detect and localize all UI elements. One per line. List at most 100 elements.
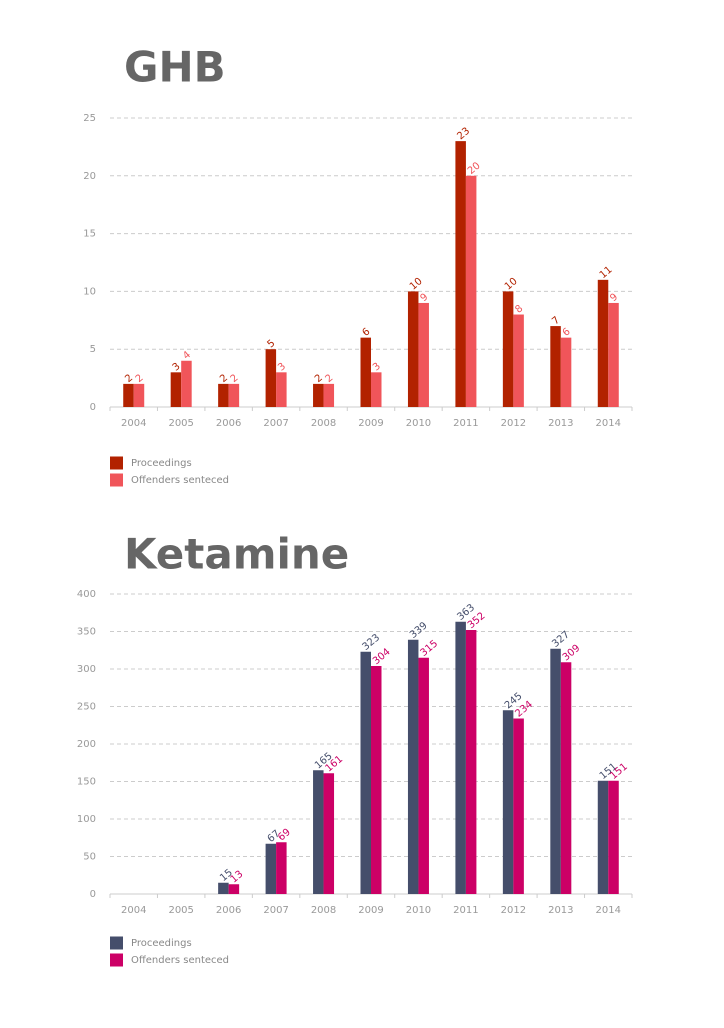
legend-swatch	[110, 456, 123, 470]
y-tick-label: 100	[77, 814, 96, 825]
x-tick-label: 2005	[168, 418, 193, 429]
value-label: 304	[371, 646, 393, 667]
value-label: 11	[598, 264, 615, 281]
value-label: 2	[134, 373, 146, 386]
value-label: 3	[276, 361, 288, 374]
bar	[597, 279, 609, 407]
value-label: 6	[360, 326, 372, 339]
chart-title: GHB	[124, 43, 226, 92]
value-label: 10	[503, 276, 520, 293]
value-label: 20	[466, 160, 483, 177]
bar	[597, 780, 609, 894]
bar	[455, 621, 466, 894]
x-tick-label: 2013	[548, 905, 573, 916]
x-tick-label: 2010	[406, 418, 431, 429]
x-tick-label: 2008	[311, 905, 336, 916]
y-tick-label: 20	[83, 171, 96, 182]
bar	[228, 884, 240, 894]
y-tick-label: 0	[90, 889, 96, 900]
bar	[513, 718, 524, 894]
legend-swatch	[110, 953, 123, 967]
x-tick-label: 2012	[501, 905, 526, 916]
x-tick-label: 2011	[453, 905, 478, 916]
bar	[133, 383, 145, 407]
x-tick-label: 2009	[358, 905, 383, 916]
legend-swatch	[110, 936, 123, 950]
bar	[371, 666, 382, 894]
value-label: 339	[408, 620, 430, 641]
bar	[418, 657, 429, 894]
y-tick-label: 50	[83, 852, 96, 863]
x-tick-label: 2014	[596, 418, 621, 429]
x-tick-label: 2005	[168, 905, 193, 916]
bar	[560, 662, 572, 894]
bar	[465, 175, 477, 407]
value-label: 8	[513, 303, 525, 316]
bar	[170, 372, 182, 407]
x-tick-label: 2007	[263, 905, 288, 916]
value-label: 3	[371, 361, 383, 374]
bar	[323, 773, 335, 894]
legend-label: Proceedings	[131, 938, 192, 949]
legend-label: Offenders senteced	[131, 955, 229, 966]
value-label: 3	[171, 361, 183, 374]
value-label: 2	[324, 373, 336, 386]
bar	[360, 651, 371, 894]
value-label: 7	[550, 315, 562, 328]
legend-label: Offenders senteced	[131, 475, 229, 486]
value-label: 23	[455, 126, 472, 143]
y-tick-label: 150	[77, 777, 96, 788]
x-tick-label: 2010	[406, 905, 431, 916]
value-label: 323	[360, 632, 382, 653]
value-label: 9	[608, 292, 620, 305]
value-label: 2	[123, 373, 135, 386]
bar	[550, 326, 561, 407]
bar	[265, 349, 277, 407]
y-tick-label: 15	[83, 229, 96, 240]
x-tick-label: 2013	[548, 418, 573, 429]
y-tick-label: 200	[77, 739, 96, 750]
bar	[360, 337, 371, 407]
value-label: 2	[313, 373, 325, 386]
bar	[418, 302, 429, 407]
bar	[265, 843, 277, 894]
value-label: 4	[181, 349, 193, 362]
bar	[313, 770, 324, 894]
legend-swatch	[110, 473, 123, 487]
y-tick-label: 10	[83, 286, 96, 297]
value-label: 9	[418, 292, 430, 305]
value-label: 5	[266, 338, 278, 351]
x-tick-label: 2006	[216, 905, 241, 916]
x-tick-label: 2006	[216, 418, 241, 429]
x-tick-label: 2014	[596, 905, 621, 916]
x-tick-label: 2008	[311, 418, 336, 429]
bar	[465, 630, 477, 894]
bar	[218, 383, 229, 407]
bar	[123, 383, 134, 407]
x-tick-label: 2007	[263, 418, 288, 429]
x-tick-label: 2004	[121, 905, 146, 916]
y-tick-label: 5	[90, 344, 96, 355]
value-label: 2	[229, 373, 241, 386]
bar	[502, 710, 514, 894]
bar	[560, 337, 572, 407]
bar	[371, 372, 382, 407]
legend-label: Proceedings	[131, 458, 192, 469]
chart-title: Ketamine	[124, 530, 349, 579]
y-tick-label: 250	[77, 702, 96, 713]
bar	[276, 372, 287, 407]
bar	[608, 302, 619, 407]
value-label: 6	[561, 326, 573, 339]
bar	[550, 648, 561, 894]
value-label: 315	[418, 638, 440, 659]
bar	[407, 291, 419, 407]
bar	[276, 842, 287, 894]
bar	[513, 314, 524, 407]
bar	[502, 291, 514, 407]
bar	[181, 360, 192, 407]
bar	[323, 383, 335, 407]
y-tick-label: 350	[77, 627, 96, 638]
bar	[407, 639, 419, 894]
x-tick-label: 2004	[121, 418, 146, 429]
